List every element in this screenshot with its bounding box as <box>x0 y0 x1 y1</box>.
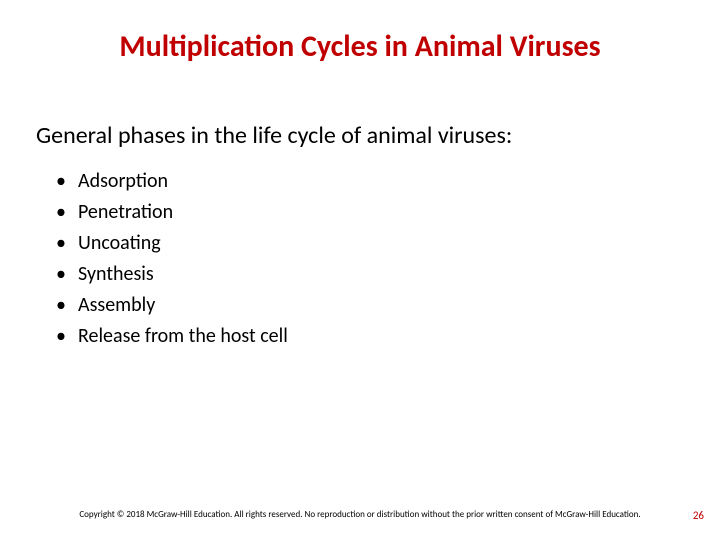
page-number: 26 <box>693 509 704 522</box>
list-item: Synthesis <box>56 261 684 288</box>
slide-title: Multiplication Cycles in Animal Viruses <box>36 28 684 65</box>
list-item: Penetration <box>56 199 684 226</box>
slide-subtitle: General phases in the life cycle of anim… <box>36 121 684 150</box>
list-item: Assembly <box>56 292 684 319</box>
slide: Multiplication Cycles in Animal Viruses … <box>0 0 720 540</box>
copyright-footer: Copyright © 2018 McGraw-Hill Education. … <box>0 509 720 520</box>
list-item: Adsorption <box>56 168 684 195</box>
bullet-list: Adsorption Penetration Uncoating Synthes… <box>36 168 684 350</box>
list-item: Uncoating <box>56 230 684 257</box>
list-item: Release from the host cell <box>56 323 684 350</box>
